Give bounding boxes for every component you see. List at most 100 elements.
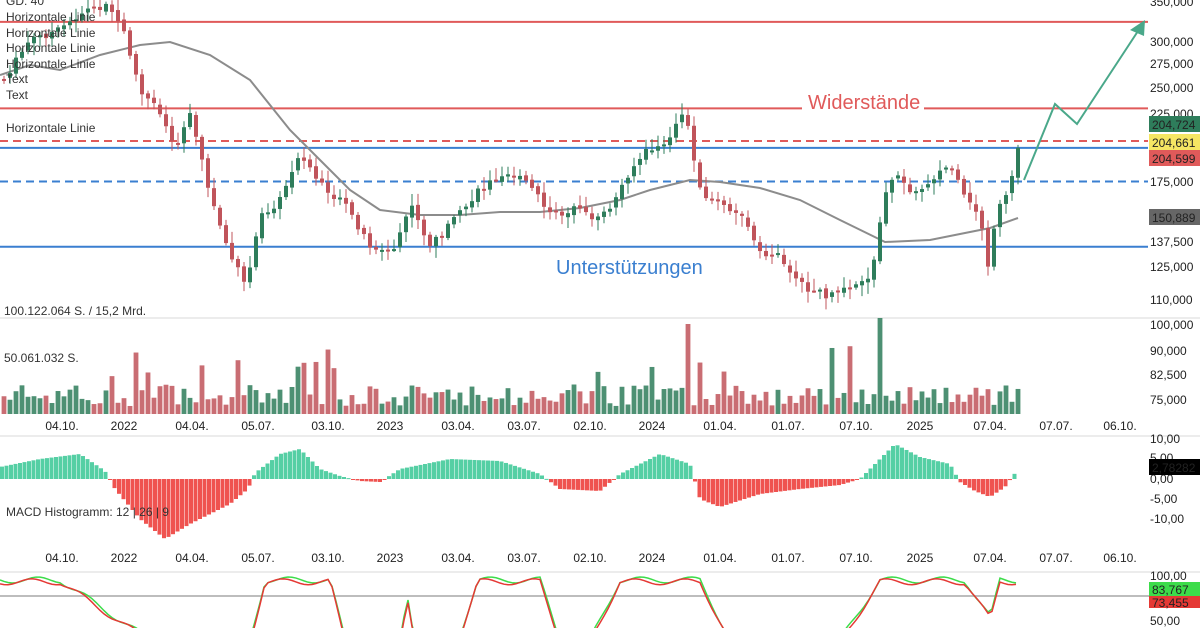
candle-body — [212, 188, 216, 207]
macd-bar — [981, 479, 985, 495]
candle-body — [998, 203, 1002, 228]
candle-body — [122, 19, 126, 32]
date-tick: 03.07. — [507, 419, 540, 433]
candle-body — [266, 212, 270, 215]
macd-bar — [454, 459, 459, 479]
candle-body — [464, 206, 468, 210]
candle-body — [176, 142, 180, 145]
volume-bar — [763, 391, 769, 414]
volume-bar — [19, 385, 25, 414]
volume-bar — [259, 402, 265, 414]
macd-bar — [571, 479, 576, 490]
macd-tick: 10,00 — [1150, 432, 1180, 446]
macd-bar — [522, 468, 526, 479]
volume-bar — [637, 389, 643, 414]
volume-bar — [73, 385, 79, 414]
candle-body — [512, 175, 516, 178]
volume-bar — [619, 386, 625, 414]
candle-body — [758, 242, 762, 252]
volume-bar — [373, 388, 379, 414]
price-tick: 110,000 — [1150, 293, 1193, 307]
volume-bar — [7, 399, 13, 414]
macd-bar — [742, 479, 747, 500]
candle-body — [650, 150, 654, 153]
candle-body — [392, 249, 396, 252]
volume-bar — [247, 385, 253, 414]
macd-bar — [778, 479, 783, 492]
candle-body — [134, 54, 138, 75]
candle-body — [776, 253, 780, 256]
volume-bar — [625, 404, 631, 414]
volume-bar — [829, 347, 835, 414]
macd-bar — [58, 456, 63, 479]
volume-bar — [121, 398, 127, 414]
candle-body — [686, 115, 690, 126]
macd-bar — [18, 463, 22, 479]
candle-body — [8, 73, 12, 78]
volume-bar — [547, 400, 553, 414]
macd-bar — [40, 458, 45, 479]
macd-bar — [436, 461, 441, 479]
volume-bar — [139, 390, 145, 414]
macd-bar — [382, 479, 387, 480]
macd-bar — [603, 479, 607, 487]
macd-bar — [913, 454, 918, 479]
candle-body — [794, 271, 798, 279]
volume-bar — [865, 403, 871, 414]
candle-body — [938, 170, 942, 180]
candle-body — [872, 259, 876, 280]
candle-body — [578, 205, 582, 209]
candle-body — [542, 192, 546, 207]
date-axis-main: 04.10. 2022 04.04. 05.07. 03.10. 2023 03.04. 03… — [45, 419, 1136, 433]
candle-body — [614, 197, 618, 208]
candle-body — [608, 208, 612, 212]
candle-body — [602, 211, 606, 217]
price-tick: 175,000 — [1150, 175, 1194, 189]
candle-body — [740, 213, 744, 216]
macd-bar — [333, 474, 337, 479]
macd-bar — [108, 479, 112, 480]
macd-bar — [490, 460, 495, 479]
macd-bar — [76, 454, 81, 479]
candle-body — [722, 200, 726, 205]
date-tick: 01.07. — [771, 551, 804, 565]
candle-body — [440, 235, 444, 238]
macd-bar — [198, 479, 202, 519]
candle-body — [362, 227, 366, 235]
volume-bar — [481, 400, 487, 414]
macd-bar — [297, 449, 301, 479]
macd-bar — [184, 479, 189, 527]
macd-bar — [243, 479, 247, 492]
macd-bar — [846, 479, 850, 483]
macd-bar — [139, 479, 144, 521]
candle-body — [674, 123, 678, 138]
volume-tick: 100,000 — [1150, 318, 1194, 332]
macd-bar — [679, 461, 684, 479]
volume-bar — [319, 404, 325, 414]
date-tick: 2024 — [639, 551, 666, 565]
date-tick: 04.10. — [45, 419, 78, 433]
forecast-arrowhead — [1130, 20, 1145, 36]
macd-bar — [288, 451, 292, 479]
horizontal-lines — [0, 20, 1148, 248]
macd-bar — [886, 450, 891, 479]
macd-bar — [567, 479, 571, 490]
candle-body — [968, 192, 972, 203]
volume-tick: 82,500 — [1150, 368, 1187, 382]
macd-bar — [22, 462, 27, 479]
volume-bar — [535, 398, 541, 414]
candle-body — [80, 13, 84, 21]
candle-body — [140, 74, 144, 95]
volume-bar — [1003, 385, 1009, 414]
volume-bar — [145, 372, 151, 414]
candle-body — [368, 233, 372, 248]
candle-body — [518, 175, 522, 180]
candle-body — [260, 213, 264, 239]
volume-bar — [205, 399, 211, 414]
date-tick: 03.04. — [441, 419, 474, 433]
macd-bar — [468, 459, 472, 479]
candle-body — [788, 265, 792, 273]
badge-ask-text: 204,599 — [1152, 152, 1196, 166]
candle-body — [338, 197, 342, 200]
volume-bar — [601, 386, 607, 414]
